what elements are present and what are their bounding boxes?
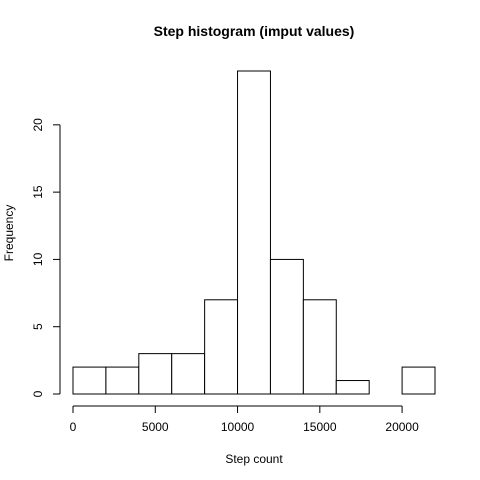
histogram-bar (72, 366, 107, 395)
y-tick-label: 0 (31, 390, 45, 397)
histogram-bar (302, 299, 337, 395)
histogram-bar (204, 299, 239, 395)
x-axis: 0 5000 10000 15000 20000 (70, 405, 419, 434)
y-axis-label: Frequency (2, 205, 16, 262)
x-axis-label: Step count (225, 452, 283, 466)
x-tick-label: 10000 (221, 420, 255, 434)
bars-group (72, 70, 436, 395)
histogram-bar (105, 366, 140, 395)
histogram-bar (401, 366, 436, 395)
y-tick-label: 15 (31, 185, 45, 199)
y-tick-label: 5 (31, 323, 45, 330)
x-tick-label: 20000 (385, 420, 419, 434)
x-tick-label: 15000 (303, 420, 337, 434)
y-tick-label: 20 (31, 118, 45, 132)
y-axis: 0 5 10 15 20 (31, 118, 61, 397)
histogram-bar (171, 353, 206, 395)
histogram-bar (138, 353, 173, 395)
x-tick-label: 0 (70, 420, 77, 434)
histogram-bar (335, 380, 370, 395)
histogram-bar (269, 258, 304, 395)
x-tick-label: 5000 (142, 420, 169, 434)
chart-title: Step histogram (imput values) (154, 23, 355, 39)
histogram-bar (237, 70, 271, 395)
y-tick-label: 10 (31, 252, 45, 266)
